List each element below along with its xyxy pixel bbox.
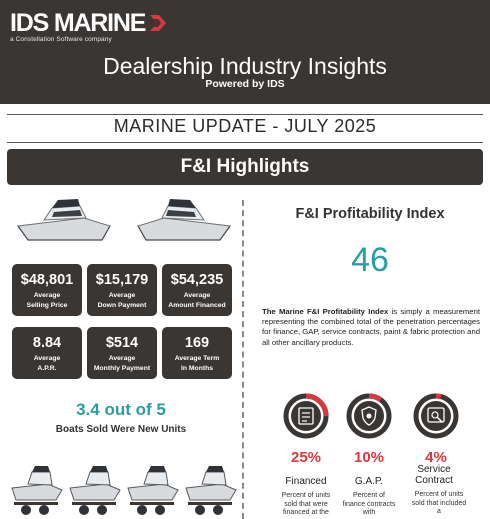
section-title: F&I Highlights — [180, 156, 310, 177]
new-units-label: Boats Sold Were New Units — [55, 424, 187, 435]
page-title: Dealership Industry Insights — [103, 53, 387, 79]
gap-label: G.A.P. — [354, 476, 384, 487]
stat-average-down-payment: $15,179 Average Down Payment — [87, 264, 157, 316]
profitability-index-title: F&I Profitability Index — [295, 206, 445, 222]
page-subtitle: Powered by IDS — [205, 78, 285, 90]
logo-tagline: a Constellation Software company — [10, 36, 112, 43]
profitability-index-value: 46 — [351, 241, 389, 279]
top-rule — [7, 114, 483, 115]
profitability-index-description: The Marine F&I Profitability Index is si… — [262, 307, 480, 348]
new-units-value: 3.4 out of 5 — [76, 400, 166, 419]
stat-value: 169 — [184, 335, 210, 351]
column-divider — [242, 200, 244, 519]
stat-label: Average — [183, 292, 211, 299]
finance-icon — [283, 393, 329, 439]
stat-average-monthly-payment: $514 Average Monthly Payment — [87, 327, 157, 379]
boat-image-left — [17, 199, 111, 241]
stat-label: Average — [33, 355, 61, 362]
stat-label: Amount Financed — [168, 301, 226, 309]
description-text: is simply a measurement representing the… — [262, 307, 480, 347]
header-banner: IDS MARINE a Constellation Software comp… — [0, 0, 490, 104]
service-contract-percent: 4% — [425, 449, 447, 466]
stat-label: In Months — [180, 364, 214, 372]
logo-text: IDS MARINE — [10, 9, 146, 37]
gap-shield-icon — [346, 393, 392, 439]
section-banner: F&I Highlights — [7, 149, 483, 185]
stat-label: Average — [33, 292, 61, 299]
service-contract-description: Percent of units sold that included a — [411, 491, 467, 515]
ids-marine-logo[interactable]: IDS MARINE — [10, 10, 168, 36]
stat-value: $514 — [105, 335, 139, 351]
stat-label: Down Payment — [97, 301, 147, 309]
stat-label: Average — [108, 292, 136, 299]
bottom-rule — [7, 142, 483, 143]
boat-image-right — [137, 199, 231, 241]
stat-label: Average Term — [174, 355, 220, 362]
gap-description: Percent of finance contracts with — [342, 492, 396, 516]
service-contract-label: Service Contract — [415, 464, 453, 486]
boat-on-trailer-icon — [127, 466, 179, 515]
stat-value: $54,235 — [170, 272, 224, 288]
stat-average-amount-financed: $54,235 Average Amount Financed — [162, 264, 232, 316]
boat-on-trailer-icon — [11, 466, 63, 515]
update-title: MARINE UPDATE - JULY 2025 — [113, 116, 377, 136]
stat-label: Selling Price — [26, 301, 68, 309]
stat-average-term: 169 Average Term In Months — [162, 327, 232, 379]
stat-label: Monthly Payment — [93, 364, 151, 372]
stat-value: $48,801 — [20, 272, 74, 288]
description-bold: The Marine F&I Profitability Index — [262, 307, 389, 316]
financed-percent: 25% — [290, 449, 322, 466]
stat-average-apr: 8.84 Average A.P.R. — [12, 327, 82, 379]
logo-arrow-icon — [150, 15, 167, 31]
service-contract-icon — [413, 393, 459, 439]
stat-label: Average — [108, 355, 136, 362]
stat-label: A.P.R. — [37, 364, 57, 372]
gap-percent: 10% — [353, 449, 385, 466]
stat-value: $15,179 — [95, 272, 149, 288]
boat-on-trailer-icon — [69, 466, 121, 515]
boat-on-trailer-icon — [185, 466, 237, 515]
financed-description: Percent of units sold that were financed… — [281, 492, 331, 516]
stat-average-selling-price: $48,801 Average Selling Price — [12, 264, 82, 316]
stat-value: 8.84 — [32, 335, 62, 351]
financed-label: Financed — [285, 476, 327, 487]
